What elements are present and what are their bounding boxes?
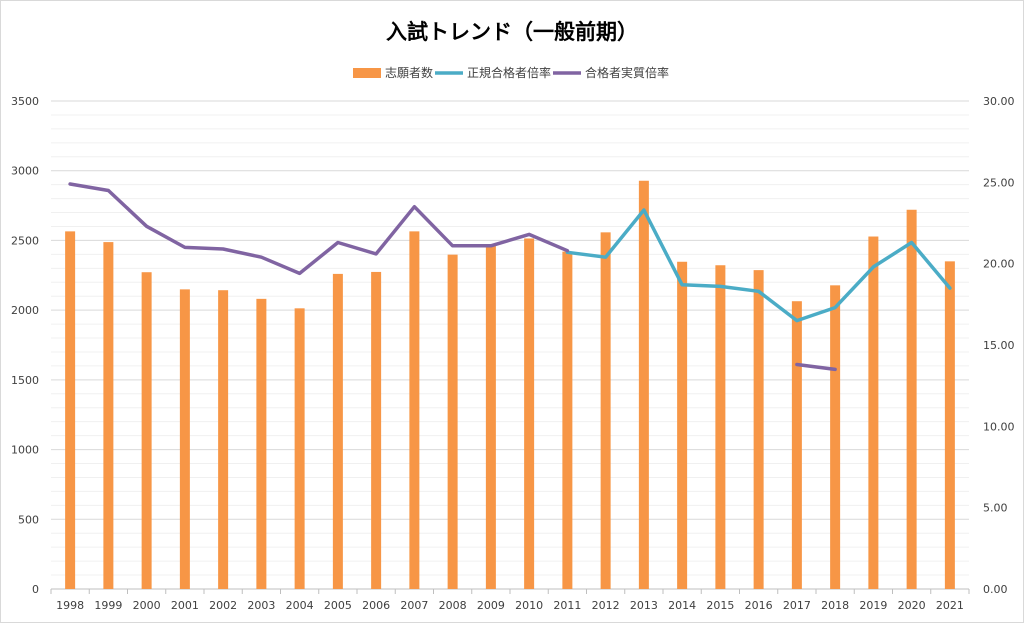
x-tick-label: 2003	[247, 599, 275, 612]
x-tick-label: 2017	[783, 599, 811, 612]
x-tick-label: 2006	[362, 599, 390, 612]
x-tick-label: 2009	[477, 599, 505, 612]
y-axis-left: 0 500 1000 1500 2000 2500 3000 3500	[11, 95, 39, 596]
x-tick-label: 2020	[898, 599, 926, 612]
y-axis-right: 0.00 5.00 10.00 15.00 20.00 25.00 30.00	[983, 95, 1015, 596]
x-tick-label: 2016	[745, 599, 773, 612]
x-tick-label: 2010	[515, 599, 543, 612]
x-tick-label: 2007	[400, 599, 428, 612]
bar-2020	[906, 209, 917, 590]
bar-2015	[715, 265, 726, 589]
bar-2008	[447, 254, 458, 590]
bar-series	[65, 180, 955, 590]
y-right-tick-label: 30.00	[983, 95, 1015, 108]
line-series	[68, 182, 952, 372]
y-right-tick-label: 20.00	[983, 258, 1015, 271]
y-right-tick-label: 15.00	[983, 339, 1015, 352]
legend-swatch-bar	[353, 68, 381, 78]
x-tick-label: 2001	[171, 599, 199, 612]
legend-item-2: 合格者実質倍率	[553, 65, 669, 80]
x-tick-label: 2011	[553, 599, 581, 612]
bar-2010	[524, 238, 535, 590]
legend-label: 正規合格者倍率	[467, 65, 551, 80]
x-tick-label: 2004	[286, 599, 314, 612]
y-right-tick-label: 0.00	[983, 583, 1008, 596]
gridlines	[50, 100, 970, 594]
chart-title: 入試トレンド（一般前期）	[386, 20, 638, 44]
bar-2011	[562, 251, 573, 589]
bar-2006	[371, 271, 382, 589]
bar-2000	[141, 272, 152, 589]
line-series-1-segment-0	[565, 208, 952, 323]
x-tick-label: 2021	[936, 599, 964, 612]
legend-label: 合格者実質倍率	[585, 65, 669, 80]
y-left-tick-label: 3000	[11, 165, 39, 178]
y-right-tick-label: 5.00	[983, 502, 1008, 515]
y-right-tick-label: 25.00	[983, 176, 1015, 189]
y-left-tick-label: 2000	[11, 304, 39, 317]
y-left-tick-label: 2500	[11, 234, 39, 247]
bar-2012	[600, 232, 611, 589]
bar-2013	[638, 180, 649, 589]
bar-1999	[103, 242, 114, 589]
y-left-tick-label: 1500	[11, 374, 39, 387]
line-series-2-segment-0	[68, 182, 570, 276]
bar-2001	[179, 289, 190, 589]
bar-2016	[753, 270, 764, 589]
legend-item-0: 志願者数	[353, 65, 433, 80]
y-left-tick-label: 500	[18, 513, 39, 526]
bar-2007	[409, 231, 420, 589]
x-tick-label: 2013	[630, 599, 658, 612]
x-axis: 1998 1999 2000 2001 2002 2003 2004 2005 2006 2007…	[56, 599, 964, 612]
bar-2017	[791, 301, 802, 589]
bar-2003	[256, 298, 267, 589]
line-series-2-segment-1	[795, 362, 837, 372]
x-tick-label: 2012	[592, 599, 620, 612]
x-tick-label: 2015	[706, 599, 734, 612]
x-tick-label: 2002	[209, 599, 237, 612]
bar-1998	[65, 231, 76, 589]
legend-item-1: 正規合格者倍率	[435, 65, 551, 80]
legend: 志願者数 正規合格者倍率 合格者実質倍率	[353, 65, 669, 80]
bar-2004	[294, 308, 305, 589]
y-left-tick-label: 0	[32, 583, 39, 596]
legend-label: 志願者数	[385, 65, 433, 80]
x-tick-label: 1998	[56, 599, 84, 612]
bar-2002	[218, 290, 229, 589]
bar-2018	[830, 285, 841, 589]
bar-2019	[868, 236, 879, 589]
y-left-tick-label: 1000	[11, 444, 39, 457]
x-tick-label: 2005	[324, 599, 352, 612]
bar-2009	[485, 245, 496, 590]
x-tick-label: 2018	[821, 599, 849, 612]
x-tick-label: 2000	[133, 599, 161, 612]
bar-2014	[677, 261, 688, 589]
y-right-tick-label: 10.00	[983, 420, 1015, 433]
bar-2005	[332, 273, 343, 589]
x-tick-label: 2014	[668, 599, 696, 612]
bar-2021	[944, 261, 955, 589]
y-left-tick-label: 3500	[11, 95, 39, 108]
x-tick-label: 2008	[439, 599, 467, 612]
x-tick-label: 2019	[859, 599, 887, 612]
x-tick-label: 1999	[94, 599, 122, 612]
